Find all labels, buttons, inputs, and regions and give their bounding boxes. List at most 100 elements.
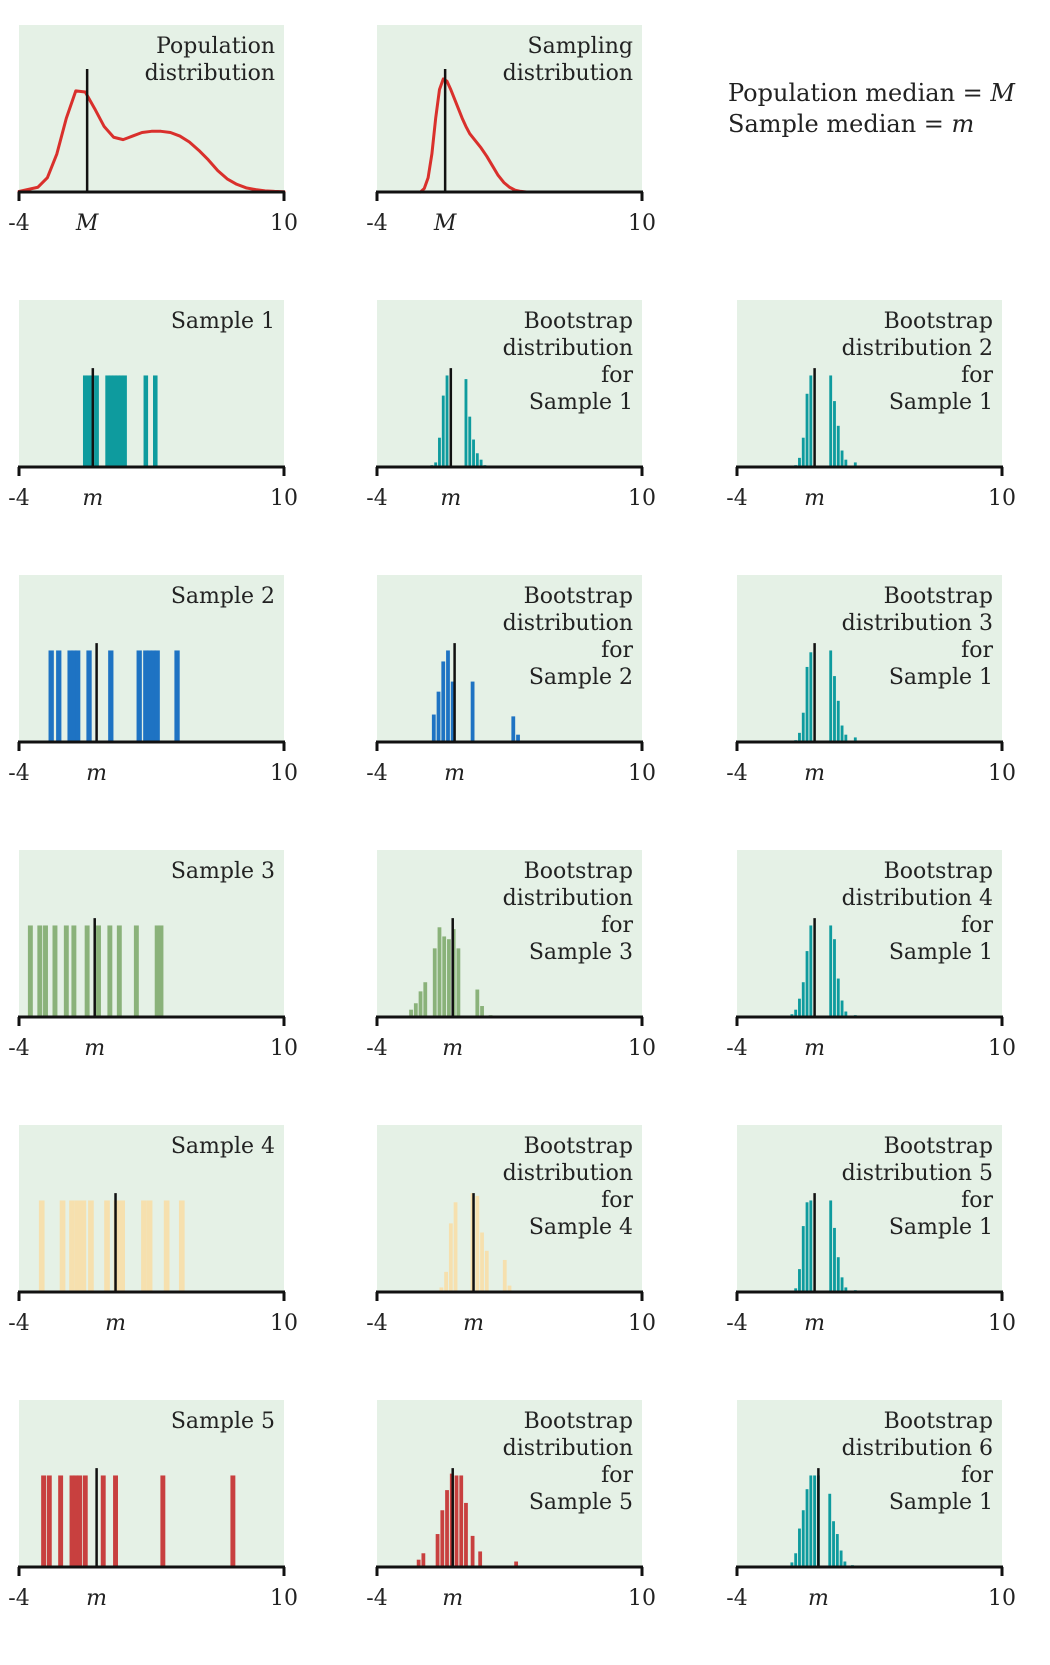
- bar: [480, 1232, 484, 1292]
- bar: [446, 650, 450, 742]
- bar: [112, 375, 117, 467]
- bar: [163, 1200, 170, 1292]
- bar: [75, 650, 81, 742]
- bar: [86, 375, 91, 467]
- bar: [836, 700, 840, 742]
- bar: [38, 1200, 45, 1292]
- bar: [798, 457, 801, 467]
- panel-title-line: Sample 1: [889, 1215, 993, 1240]
- panel-s5: -4 10 m Sample 5: [8, 1400, 298, 1611]
- bar: [809, 652, 813, 742]
- tick-label-min: -4: [726, 486, 747, 511]
- bar: [445, 375, 449, 467]
- bar: [230, 1475, 236, 1567]
- bar: [146, 1200, 153, 1292]
- bar: [437, 927, 442, 1017]
- bar: [447, 939, 451, 1017]
- bar: [829, 1200, 833, 1292]
- bar: [100, 1475, 106, 1567]
- median-symbol-label: m: [804, 1311, 825, 1336]
- bar: [809, 1200, 813, 1292]
- bar: [52, 925, 58, 1017]
- bar: [450, 681, 455, 742]
- bar: [456, 948, 461, 1017]
- bar: [423, 982, 428, 1017]
- panel-background: [377, 25, 642, 192]
- bar: [174, 650, 180, 742]
- panel-title: Bootstrap distribution for Sample 1: [503, 309, 634, 415]
- legend: Population median = M Sample median = m: [728, 78, 1015, 140]
- bar: [836, 425, 840, 467]
- bar: [829, 925, 833, 1017]
- bar: [27, 925, 33, 1017]
- tick-label-max: 10: [628, 1036, 656, 1061]
- bar: [439, 1287, 444, 1292]
- bar: [484, 1250, 489, 1292]
- panel-title-line: Sample 5: [529, 1490, 633, 1515]
- bar: [118, 375, 124, 467]
- bar: [56, 650, 62, 742]
- bar: [440, 1510, 445, 1567]
- bar: [844, 734, 848, 742]
- bar: [507, 1285, 512, 1292]
- bar: [416, 1559, 421, 1567]
- bar: [453, 1202, 458, 1292]
- bar: [805, 1489, 809, 1567]
- bar: [798, 998, 801, 1017]
- density-curve: [17, 89, 286, 194]
- bar: [464, 1502, 468, 1567]
- panel-s2: -4 10 m Sample 2: [8, 575, 298, 786]
- panel-b1s1: -4 10 m Bootstrap distribution for Sample 1: [366, 300, 656, 511]
- bar: [470, 681, 475, 742]
- bar: [67, 650, 73, 742]
- bar: [805, 1202, 809, 1292]
- median-symbol-label: m: [463, 1311, 484, 1336]
- panel-title-line: Sample 4: [171, 1134, 275, 1159]
- tick-label-min: -4: [8, 1311, 29, 1336]
- bar: [178, 1200, 185, 1292]
- tick-label-max: 10: [628, 211, 656, 236]
- panel-title-line: distribution 3: [842, 611, 993, 636]
- panel-title-line: Sample 5: [171, 1409, 275, 1434]
- panel-title-line: Sample 3: [171, 859, 275, 884]
- bar: [58, 1475, 64, 1567]
- panel-pop: -4 10 M Population distribution: [8, 25, 298, 236]
- panel-title-line: Sampling: [528, 34, 633, 59]
- bar: [71, 925, 77, 1017]
- panel-background: [377, 300, 642, 467]
- panel-title: Bootstrap distribution 3 for Sample 1: [842, 584, 994, 690]
- bar: [418, 991, 423, 1017]
- bar: [434, 462, 438, 467]
- tick-label-max: 10: [988, 1586, 1016, 1611]
- bar: [809, 1475, 813, 1567]
- median-symbol-label: m: [804, 486, 825, 511]
- panel-title: Bootstrap distribution 6 for Sample 1: [842, 1409, 994, 1515]
- tick-label-max: 10: [270, 211, 298, 236]
- panel-title-line: for: [961, 363, 993, 388]
- bar: [468, 416, 472, 467]
- median-symbol-label: m: [808, 1586, 829, 1611]
- median-symbol-label: m: [86, 1586, 107, 1611]
- bar: [80, 1200, 87, 1292]
- panel-background: [377, 575, 642, 742]
- median-symbol-label: m: [804, 761, 825, 786]
- bar: [470, 1535, 475, 1567]
- panel-title-line: Sample 2: [529, 665, 633, 690]
- tick-label-min: -4: [366, 1311, 387, 1336]
- panel-background: [19, 1400, 284, 1567]
- bar: [832, 1521, 835, 1567]
- tick-label-min: -4: [8, 761, 29, 786]
- panel-title-line: Bootstrap: [524, 1134, 633, 1159]
- bar: [69, 1475, 75, 1567]
- panel-title-line: Bootstrap: [884, 309, 993, 334]
- bar: [108, 375, 114, 467]
- bar: [136, 650, 142, 742]
- tick-label-min: -4: [366, 486, 387, 511]
- bar: [77, 1475, 83, 1567]
- panel-b2s1: -4 10 m Bootstrap distribution 2 for Sample 1: [726, 300, 1016, 511]
- panel-title-line: Bootstrap: [884, 859, 993, 884]
- bar: [835, 1534, 839, 1567]
- panel-title-line: Bootstrap: [524, 584, 633, 609]
- tick-label-min: -4: [726, 1036, 747, 1061]
